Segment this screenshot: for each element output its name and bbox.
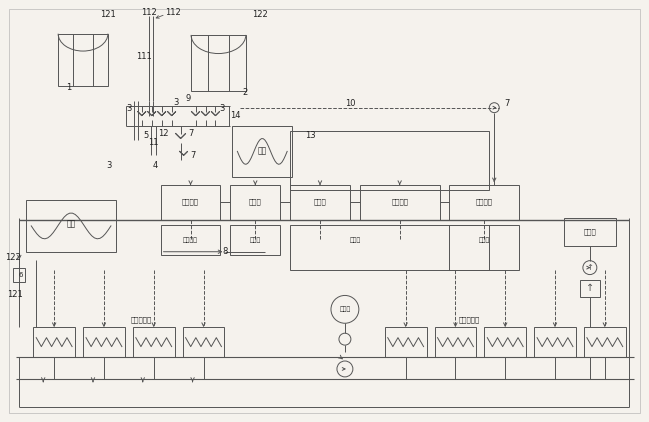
Text: 3: 3 — [220, 104, 225, 113]
Text: 高压缸: 高压缸 — [250, 237, 261, 243]
Bar — [133, 327, 175, 357]
Text: 发电机组: 发电机组 — [476, 199, 493, 206]
Bar — [26, 200, 116, 252]
Text: 低压加热器: 低压加热器 — [459, 316, 480, 322]
Text: 122: 122 — [5, 253, 21, 262]
Text: 锅炉: 锅炉 — [258, 146, 267, 155]
Text: 13: 13 — [305, 131, 315, 140]
Text: 112: 112 — [165, 8, 180, 17]
Text: 122: 122 — [252, 10, 268, 19]
Text: 7: 7 — [188, 129, 193, 138]
Text: 3: 3 — [173, 98, 178, 107]
Bar — [290, 225, 489, 270]
Bar — [33, 327, 75, 357]
Text: 7: 7 — [504, 99, 510, 108]
Text: ↑: ↑ — [586, 284, 594, 293]
Bar — [534, 327, 576, 357]
Text: 除氧器: 除氧器 — [339, 306, 350, 312]
Text: 低压缸: 低压缸 — [479, 237, 490, 243]
Text: 4: 4 — [153, 161, 158, 170]
Bar — [230, 185, 280, 220]
Text: 超高压缸: 超高压缸 — [183, 237, 198, 243]
Bar — [290, 130, 489, 190]
Text: 3: 3 — [106, 161, 112, 170]
Text: 锅炉: 锅炉 — [66, 219, 76, 228]
Bar — [450, 185, 519, 220]
Bar — [580, 279, 600, 298]
Bar — [360, 185, 439, 220]
Text: 10: 10 — [345, 99, 355, 108]
Bar — [484, 327, 526, 357]
Bar — [232, 126, 292, 177]
Bar — [290, 185, 350, 220]
Bar — [83, 327, 125, 357]
Bar — [161, 185, 221, 220]
Text: 112: 112 — [141, 8, 156, 17]
Bar — [182, 327, 225, 357]
Text: 8: 8 — [223, 247, 228, 256]
Text: 超高压缸: 超高压缸 — [182, 199, 199, 206]
Bar — [450, 225, 519, 270]
Text: 14: 14 — [230, 111, 241, 120]
Text: 121: 121 — [7, 290, 23, 299]
Text: 高压加热器: 高压加热器 — [130, 316, 151, 322]
Bar — [161, 225, 221, 255]
Text: 1: 1 — [66, 83, 72, 92]
Text: 121: 121 — [100, 10, 116, 19]
Text: 中压缸: 中压缸 — [349, 237, 360, 243]
Text: ↑: ↑ — [586, 263, 593, 272]
Text: 11: 11 — [149, 138, 159, 147]
Text: 6: 6 — [18, 272, 23, 278]
Text: 9: 9 — [186, 94, 191, 103]
Text: 111: 111 — [136, 51, 152, 60]
Text: 凝汽器: 凝汽器 — [583, 229, 596, 235]
Bar — [191, 35, 246, 91]
Text: 7: 7 — [190, 151, 195, 160]
Text: 低压机组: 低压机组 — [391, 199, 408, 206]
Bar — [14, 268, 25, 281]
Bar — [385, 327, 426, 357]
Text: 中压缸: 中压缸 — [313, 199, 326, 206]
Bar — [435, 327, 476, 357]
Text: 高压缸: 高压缸 — [249, 199, 262, 206]
Text: 3: 3 — [126, 104, 132, 113]
Bar — [564, 218, 616, 246]
Bar — [584, 327, 626, 357]
Text: 12: 12 — [158, 129, 169, 138]
Text: 2: 2 — [243, 88, 248, 97]
Bar — [230, 225, 280, 255]
Text: 5: 5 — [143, 131, 149, 140]
Bar — [58, 34, 108, 86]
